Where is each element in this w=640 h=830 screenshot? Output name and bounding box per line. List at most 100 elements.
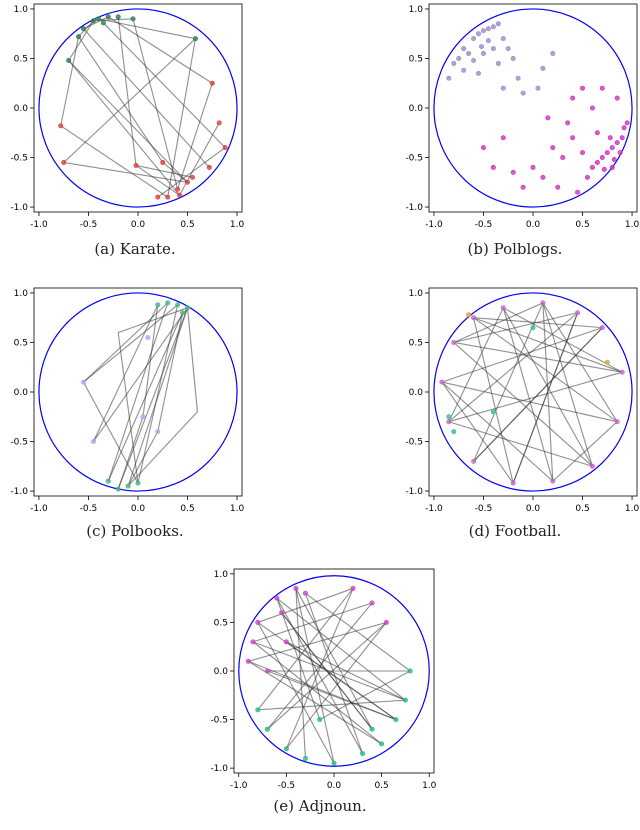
graph-edge bbox=[502, 307, 554, 482]
y-tick-label: 0.5 bbox=[409, 338, 423, 348]
y-tick-label: 1.0 bbox=[409, 289, 424, 299]
graph-edge bbox=[83, 304, 178, 383]
graph-edge bbox=[60, 36, 80, 126]
plot-football: -1.0 -0.5 0.0 0.5 1.0 1.0 0.5 0.0 -0.5 -1.0 bbox=[405, 287, 639, 514]
data-point bbox=[580, 150, 586, 156]
data-point bbox=[369, 600, 375, 606]
data-point bbox=[393, 717, 399, 723]
x-tick-label: -0.5 bbox=[475, 220, 493, 230]
data-point bbox=[264, 726, 270, 732]
data-point bbox=[617, 150, 623, 156]
unit-circle bbox=[38, 292, 238, 492]
y-tick-label: -0.5 bbox=[405, 438, 423, 448]
data-point bbox=[624, 120, 630, 126]
y-tick-label: 0.0 bbox=[14, 388, 29, 398]
data-point bbox=[599, 325, 605, 331]
data-point bbox=[466, 51, 472, 57]
data-point bbox=[500, 85, 506, 91]
graph-edge bbox=[542, 302, 618, 423]
x-tick-label: -1.0 bbox=[425, 504, 443, 514]
data-point bbox=[115, 14, 121, 20]
y-tick-label: 0.5 bbox=[14, 338, 28, 348]
data-point bbox=[535, 85, 541, 91]
graph-edge bbox=[68, 60, 188, 183]
y-tick-label: 0.0 bbox=[14, 104, 29, 114]
graph-edge bbox=[266, 622, 387, 730]
unit-circle bbox=[433, 292, 633, 492]
data-point bbox=[614, 140, 620, 146]
data-point bbox=[601, 166, 607, 172]
y-tick-label: 0.5 bbox=[409, 54, 423, 64]
y-tick-label: -0.5 bbox=[210, 716, 228, 726]
graph-edge bbox=[162, 162, 188, 183]
unit-circle bbox=[433, 8, 633, 208]
data-point bbox=[100, 20, 106, 26]
data-point bbox=[510, 169, 516, 175]
graph-edge bbox=[107, 312, 184, 482]
data-point bbox=[189, 174, 195, 180]
data-point bbox=[451, 339, 457, 345]
data-point bbox=[589, 105, 595, 111]
graph-edge bbox=[295, 588, 335, 764]
y-tick-label: 0.0 bbox=[214, 667, 229, 677]
data-point bbox=[466, 312, 472, 318]
data-point bbox=[485, 26, 491, 32]
data-point bbox=[90, 18, 96, 24]
graph-edge bbox=[448, 421, 593, 467]
data-point bbox=[222, 145, 228, 151]
data-point bbox=[331, 760, 337, 766]
data-point bbox=[545, 115, 551, 121]
graph-edge bbox=[107, 302, 169, 482]
x-tick-label: -0.5 bbox=[475, 504, 493, 514]
graph-edge bbox=[135, 164, 193, 178]
data-point bbox=[599, 85, 605, 91]
data-point bbox=[402, 697, 408, 703]
data-point bbox=[570, 95, 576, 101]
graph-edge bbox=[285, 622, 387, 750]
graph-edge bbox=[503, 307, 623, 373]
x-tick-label: 0.0 bbox=[526, 220, 541, 230]
y-tick-label: 1.0 bbox=[14, 5, 29, 15]
caption-football: (d) Football. bbox=[468, 522, 562, 540]
data-point bbox=[611, 157, 617, 163]
data-point bbox=[135, 480, 141, 486]
graph-edge bbox=[252, 641, 382, 745]
y-tick-label: -0.5 bbox=[10, 438, 28, 448]
data-point bbox=[180, 310, 186, 316]
data-point bbox=[105, 14, 111, 20]
data-point bbox=[250, 639, 256, 645]
graph-edge bbox=[473, 317, 618, 423]
data-point bbox=[302, 755, 308, 761]
data-point bbox=[279, 610, 285, 616]
graph-edge bbox=[83, 381, 139, 484]
graph-edge bbox=[60, 125, 169, 198]
data-point bbox=[589, 164, 595, 170]
graph-edge bbox=[117, 416, 144, 490]
graph-edge bbox=[83, 16, 109, 30]
data-point bbox=[407, 668, 413, 674]
graph-edge bbox=[92, 304, 159, 442]
data-point bbox=[575, 310, 581, 316]
data-point bbox=[360, 751, 366, 757]
data-point bbox=[446, 75, 452, 81]
graph-edge bbox=[127, 411, 198, 487]
x-tick-label: 0.5 bbox=[180, 220, 194, 230]
data-point bbox=[185, 305, 191, 311]
graph-edge bbox=[257, 699, 406, 711]
data-point bbox=[570, 135, 576, 141]
x-tick-label: -1.0 bbox=[425, 220, 443, 230]
data-point bbox=[471, 315, 477, 321]
data-point bbox=[594, 159, 600, 165]
y-tick-label: 0.5 bbox=[214, 618, 228, 628]
data-point bbox=[500, 135, 506, 141]
data-point bbox=[480, 145, 486, 151]
data-point bbox=[471, 57, 477, 63]
graph-edge bbox=[118, 307, 188, 334]
data-point bbox=[476, 31, 482, 37]
data-point bbox=[165, 194, 171, 200]
graph-edge bbox=[78, 36, 164, 163]
plot-karate: -1.0 -0.5 0.0 0.5 1.0 1.0 0.5 0.0 -0.5 -1.0 bbox=[10, 3, 244, 230]
data-point bbox=[471, 458, 477, 464]
graph-edge bbox=[473, 317, 623, 373]
data-point bbox=[451, 429, 457, 435]
